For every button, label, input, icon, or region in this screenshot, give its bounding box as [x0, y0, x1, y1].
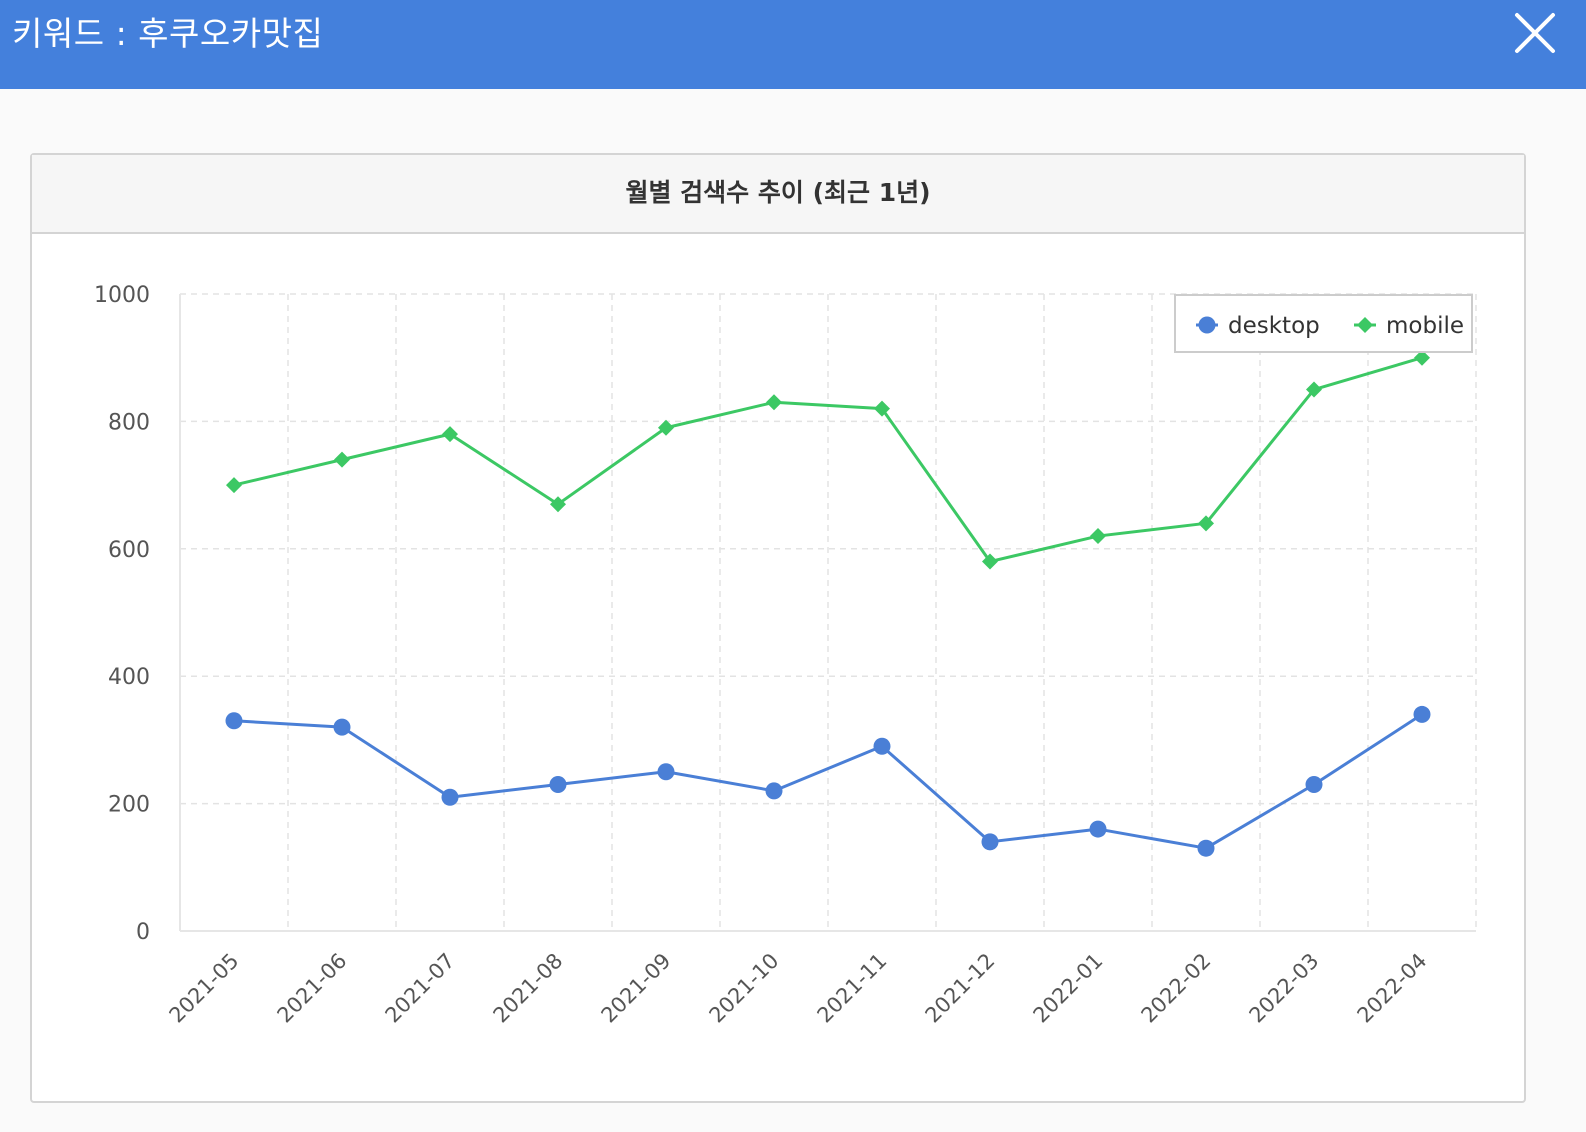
- data-point-desktop: [549, 775, 567, 793]
- close-button[interactable]: [1512, 10, 1558, 56]
- data-point-mobile: [334, 451, 350, 468]
- data-point-mobile: [1306, 381, 1322, 398]
- data-point-mobile: [982, 553, 998, 570]
- keyword-title: 키워드 : 후쿠오카맛집: [12, 14, 324, 53]
- x-tick-label: 2021-09: [597, 949, 676, 1028]
- data-point-desktop: [225, 712, 243, 730]
- x-tick-label: 2021-10: [705, 949, 784, 1028]
- data-point-desktop: [1089, 820, 1107, 838]
- data-point-desktop: [1197, 839, 1215, 857]
- x-tick-label: 2022-04: [1353, 949, 1432, 1028]
- data-point-desktop: [765, 782, 783, 800]
- data-point-desktop: [981, 833, 999, 851]
- x-tick-label: 2022-02: [1137, 949, 1216, 1028]
- close-icon: [1515, 13, 1555, 53]
- data-point-mobile: [226, 477, 242, 494]
- y-tick-label: 1000: [94, 283, 150, 308]
- series-line-mobile: [233, 356, 1423, 564]
- data-point-mobile: [442, 426, 458, 443]
- data-point-desktop: [873, 737, 891, 755]
- x-tick-label: 2021-12: [921, 949, 1000, 1028]
- data-point-desktop: [657, 763, 675, 781]
- chart-card-header: 월별 검색수 추이 (최근 1년): [32, 155, 1524, 234]
- legend-frame: [1174, 294, 1473, 353]
- x-tick-label: 2021-08: [489, 949, 568, 1028]
- data-point-desktop: [1413, 705, 1431, 723]
- y-tick-label: 400: [108, 665, 150, 690]
- legend-label-desktop: desktop: [1228, 313, 1320, 339]
- chart-card-title: 월별 검색수 추이 (최근 1년): [625, 178, 931, 207]
- modal-header: 키워드 : 후쿠오카맛집: [0, 0, 1586, 89]
- x-tick-label: 2021-05: [165, 949, 244, 1028]
- data-point-mobile: [658, 419, 674, 436]
- data-point-desktop: [441, 788, 459, 806]
- legend-marker-mobile: [1357, 317, 1373, 333]
- data-point-desktop: [333, 718, 351, 736]
- x-tick-label: 2022-01: [1029, 949, 1108, 1028]
- legend-label-mobile: mobile: [1386, 313, 1464, 339]
- data-point-mobile: [1090, 528, 1106, 545]
- y-tick-label: 200: [108, 793, 150, 818]
- y-tick-label: 0: [136, 920, 150, 945]
- legend-marker-desktop: [1198, 316, 1216, 334]
- data-point-mobile: [550, 496, 566, 513]
- chart-legend: desktop mobile: [1174, 294, 1473, 353]
- series-line-desktop: [233, 713, 1423, 850]
- x-tick-label: 2021-11: [813, 949, 892, 1028]
- x-tick-label: 2021-07: [381, 949, 460, 1028]
- data-point-mobile: [874, 400, 890, 417]
- x-tick-label: 2021-06: [273, 949, 352, 1028]
- data-point-desktop: [1305, 775, 1323, 793]
- y-tick-label: 800: [108, 410, 150, 435]
- x-tick-label: 2022-03: [1245, 949, 1324, 1028]
- y-tick-label: 600: [108, 538, 150, 563]
- data-point-mobile: [1198, 515, 1214, 532]
- data-point-mobile: [766, 394, 782, 411]
- data-point-mobile: [1414, 349, 1430, 366]
